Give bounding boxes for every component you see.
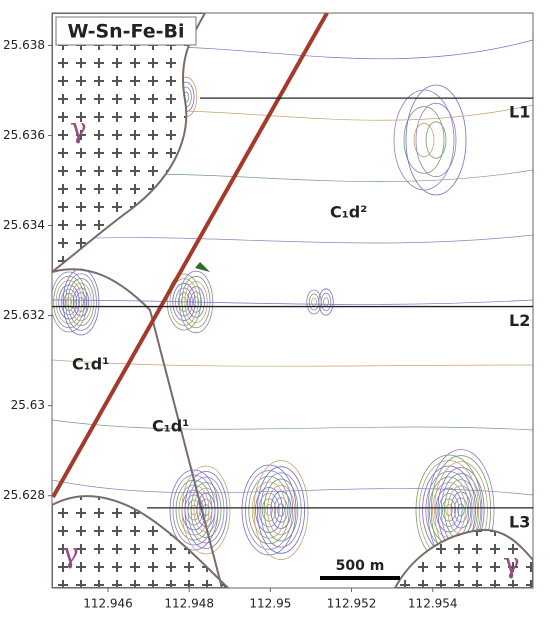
contour — [52, 271, 88, 333]
contour — [72, 287, 90, 317]
unit-label: γ — [70, 112, 87, 145]
contour — [260, 472, 302, 548]
contour — [52, 359, 533, 367]
y-tick-label: 25.638 — [3, 38, 45, 52]
contour — [273, 497, 289, 523]
contour — [52, 299, 533, 305]
contour — [60, 288, 78, 316]
contour — [425, 121, 447, 159]
contour — [187, 476, 225, 544]
x-tick-label: 112.954 — [408, 597, 458, 611]
contours — [52, 39, 533, 571]
contour — [256, 466, 306, 554]
contour — [277, 503, 285, 517]
contour — [172, 474, 216, 546]
granite — [52, 495, 230, 588]
contour — [67, 278, 95, 326]
contour — [405, 84, 467, 196]
title-box — [55, 16, 197, 46]
contour — [184, 471, 228, 549]
title: W-Sn-Fe-Bi — [67, 21, 184, 43]
y-tick-label: 25.634 — [3, 218, 45, 232]
unit-label: C₁d¹ — [72, 355, 109, 374]
fault — [52, 268, 223, 588]
granite — [52, 13, 207, 274]
unit-label: γ — [503, 547, 520, 580]
unit-label: C₁d¹ — [152, 417, 189, 436]
y-tick-label: 25.63 — [11, 398, 45, 412]
frame — [51, 12, 534, 589]
contour — [52, 419, 533, 431]
contour — [403, 106, 445, 174]
contour — [52, 234, 533, 244]
contour — [413, 122, 435, 158]
unit-label: C₁d² — [330, 203, 367, 222]
contour — [267, 484, 295, 536]
contour — [306, 289, 322, 315]
contour — [253, 460, 309, 560]
y-tick-label: 25.628 — [3, 488, 45, 502]
profile-label: L3 — [509, 512, 530, 531]
contour — [53, 275, 85, 329]
contour — [415, 102, 457, 178]
main-fault — [52, 13, 329, 498]
contour — [181, 465, 231, 555]
contour — [52, 479, 533, 496]
arrow — [195, 262, 210, 272]
contour — [190, 482, 222, 538]
profile-label: L2 — [509, 311, 530, 330]
y-tick-label: 25.632 — [3, 308, 45, 322]
y-tick-label: 25.636 — [3, 128, 45, 142]
x-tick-label: 112.946 — [83, 597, 133, 611]
contour — [265, 503, 273, 517]
contour — [70, 282, 92, 322]
contour — [318, 288, 334, 316]
contour — [65, 273, 97, 331]
profile-label: L1 — [509, 103, 530, 122]
contour — [393, 89, 455, 191]
contour — [251, 481, 287, 539]
contour — [263, 478, 299, 542]
unit-label: γ — [62, 537, 79, 570]
contour — [169, 469, 219, 551]
scale-label: 500 m — [336, 558, 385, 574]
x-tick-label: 112.948 — [164, 597, 214, 611]
contour — [457, 503, 465, 517]
geology — [52, 13, 533, 588]
contour — [438, 493, 460, 527]
contour — [248, 475, 290, 545]
x-tick-label: 112.95 — [249, 597, 291, 611]
contour — [435, 487, 463, 533]
contour — [445, 504, 453, 516]
x-tick-label: 112.952 — [327, 597, 377, 611]
contour — [258, 492, 280, 528]
contour — [244, 470, 294, 550]
contour — [453, 497, 468, 523]
contour — [55, 280, 83, 324]
granite — [393, 528, 533, 588]
